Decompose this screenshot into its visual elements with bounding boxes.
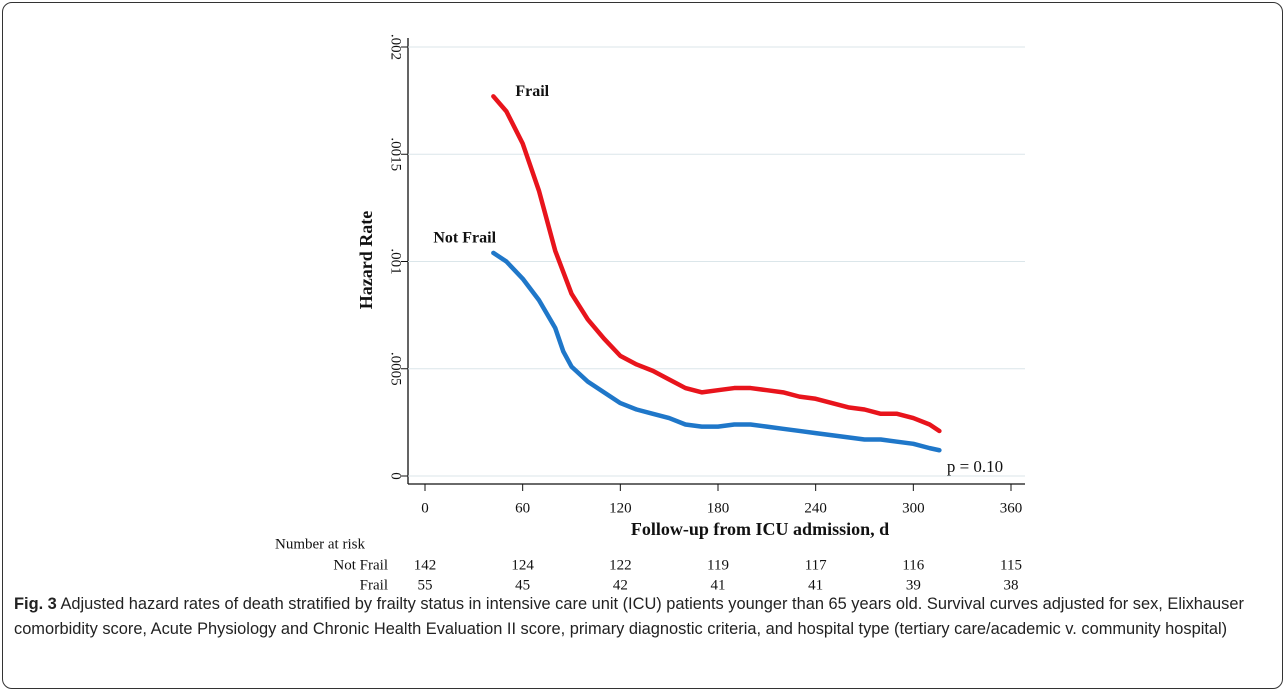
risk-value: 45 [515,577,530,590]
caption-label: Fig. 3 [14,595,57,613]
caption: Fig. 3 Adjusted hazard rates of death st… [14,592,1276,641]
risk-value: 119 [707,557,729,573]
y-tick-label: .002 [388,34,404,60]
risk-value: 116 [902,557,924,573]
risk-value: 41 [711,577,726,590]
chart: Hazard Rate Follow-up from ICU admission… [275,34,1025,590]
y-tick-label: .0015 [388,137,404,171]
risk-value: 117 [805,557,827,573]
y-tick-label: .0005 [388,352,404,386]
line [491,94,942,434]
risk-value: 115 [1000,557,1022,573]
y-tick-label: 0 [388,472,404,480]
x-tick-label: 300 [902,500,925,516]
p-value: p = 0.10 [947,457,1003,476]
risk-value: 124 [511,557,534,573]
risk-row-label: Frail [360,577,388,590]
risk-value: 122 [609,557,632,573]
risk-value: 55 [418,577,433,590]
y-tick-label: .001 [388,248,404,274]
risk-value: 42 [613,577,628,590]
caption-text: Adjusted hazard rates of death stratifie… [14,595,1244,638]
risk-table-title: Number at risk [275,536,365,552]
risk-value: 142 [414,557,437,573]
y-axis-label: Hazard Rate [356,211,376,309]
x-axis-label: Follow-up from ICU admission, d [631,519,889,539]
risk-row-label: Not Frail [333,557,388,573]
x-tick-label: 60 [515,500,530,516]
risk-value: 38 [1004,577,1019,590]
risk-value: 39 [906,577,921,590]
x-tick-label: 120 [609,500,632,516]
x-tick-label: 180 [707,500,730,516]
x-tick-label: 0 [421,500,429,516]
risk-value: 41 [808,577,823,590]
line [491,250,942,453]
series-label: Not Frail [433,230,496,247]
x-tick-label: 360 [1000,500,1023,516]
x-tick-label: 240 [804,500,827,516]
series-label: Frail [515,83,549,100]
